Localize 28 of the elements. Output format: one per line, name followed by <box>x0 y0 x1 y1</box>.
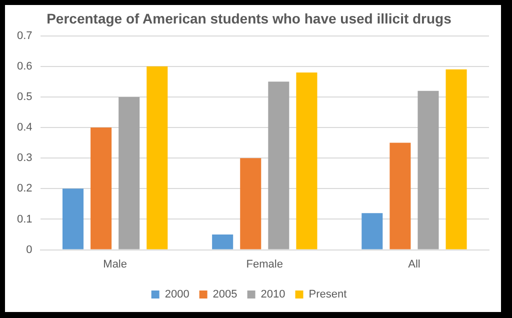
bar <box>296 72 318 250</box>
x-tick-label: Female <box>246 258 283 270</box>
bar <box>146 66 168 250</box>
bar <box>446 69 467 250</box>
y-tick-label: 0.7 <box>16 30 32 42</box>
x-tick-label: Male <box>103 258 127 270</box>
bar <box>268 82 290 250</box>
x-tick-label: All <box>408 258 420 270</box>
bar <box>390 142 411 250</box>
legend-label: 2005 <box>212 288 238 301</box>
legend-label: 2010 <box>260 288 286 301</box>
y-tick-label: 0.3 <box>16 152 32 164</box>
y-tick-label: 0.6 <box>16 60 32 72</box>
bar <box>90 128 112 250</box>
bar <box>212 234 234 250</box>
bar <box>362 213 383 250</box>
legend-label: Present <box>308 288 347 301</box>
y-tick-label: 0 <box>26 244 32 256</box>
y-tick-label: 0.1 <box>16 213 32 226</box>
bar <box>418 90 439 250</box>
y-tick-label: 0.2 <box>16 182 32 195</box>
bar <box>118 96 140 250</box>
legend-label: 2000 <box>164 288 190 301</box>
chart-title: Percentage of American students who have used illicit drugs <box>46 10 452 26</box>
bar <box>62 188 84 250</box>
y-tick-label: 0.4 <box>16 122 32 134</box>
bar <box>240 158 262 250</box>
y-tick-label: 0.5 <box>16 90 32 103</box>
